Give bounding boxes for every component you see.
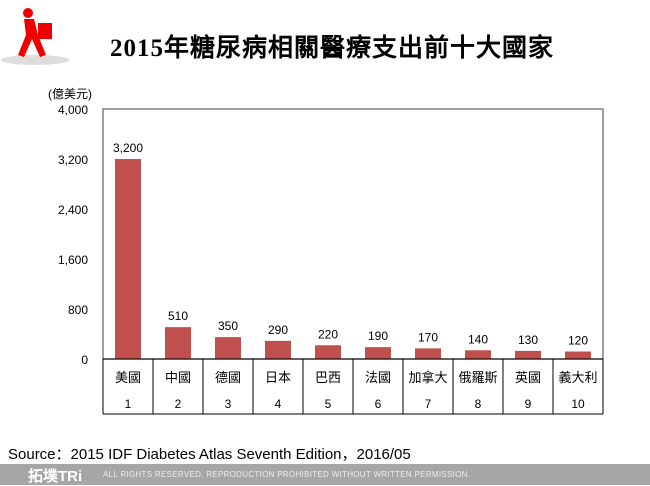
data-label: 130 xyxy=(518,333,538,347)
data-label: 290 xyxy=(268,323,288,337)
bar xyxy=(465,350,491,359)
category-label: 德國 xyxy=(215,370,241,385)
category-label: 法國 xyxy=(365,370,391,385)
bar xyxy=(515,350,541,359)
data-label: 510 xyxy=(168,309,188,323)
bar xyxy=(365,347,391,359)
rank-label: 8 xyxy=(475,397,482,411)
bar xyxy=(415,348,441,359)
category-label: 英國 xyxy=(515,370,541,385)
footer-rights: ALL RIGHTS RESERVED. REPRODUCTION PROHIB… xyxy=(103,470,471,479)
page-title: 2015年糖尿病相關醫療支出前十大國家 xyxy=(110,35,555,62)
footer-bar: 拓墣TRi ALL RIGHTS RESERVED. REPRODUCTION … xyxy=(0,464,650,485)
y-tick-label: 3,200 xyxy=(58,153,88,167)
rank-label: 6 xyxy=(375,397,382,411)
rank-label: 10 xyxy=(571,397,585,411)
category-label: 巴西 xyxy=(315,370,341,385)
category-label: 美國 xyxy=(115,370,141,385)
category-label: 俄羅斯 xyxy=(458,370,497,385)
data-label: 190 xyxy=(368,329,388,343)
rank-label: 3 xyxy=(225,397,232,411)
category-label: 加拿大 xyxy=(408,370,447,385)
bar xyxy=(215,337,241,359)
rank-label: 1 xyxy=(125,397,132,411)
rank-label: 5 xyxy=(325,397,332,411)
category-label: 日本 xyxy=(265,370,291,385)
category-label: 義大利 xyxy=(558,370,597,385)
rank-label: 9 xyxy=(525,397,532,411)
y-axis-unit-label: (億美元) xyxy=(48,87,92,101)
bar xyxy=(565,351,591,359)
rank-label: 4 xyxy=(275,397,282,411)
bar xyxy=(165,327,191,359)
source-note: Source：2015 IDF Diabetes Atlas Seventh E… xyxy=(8,446,411,463)
bar-chart: (億美元)08001,6002,4003,2004,0003,200美國1510… xyxy=(48,87,604,415)
bar xyxy=(265,340,291,359)
y-tick-label: 0 xyxy=(81,353,88,367)
data-label: 220 xyxy=(318,327,338,341)
data-label: 350 xyxy=(218,319,238,333)
category-label: 中國 xyxy=(165,370,191,385)
y-tick-label: 800 xyxy=(68,303,88,317)
data-label: 120 xyxy=(568,334,588,348)
bar xyxy=(315,345,341,359)
footer-brand: 拓墣TRi xyxy=(28,468,83,485)
y-tick-label: 1,600 xyxy=(58,253,88,267)
y-tick-label: 4,000 xyxy=(58,103,88,117)
logo-walking-man-icon xyxy=(1,8,69,65)
data-label: 3,200 xyxy=(113,141,143,155)
data-label: 140 xyxy=(468,332,488,346)
data-label: 170 xyxy=(418,330,438,344)
rank-label: 7 xyxy=(425,397,432,411)
rank-label: 2 xyxy=(175,397,182,411)
bar xyxy=(115,159,141,359)
y-tick-label: 2,400 xyxy=(58,203,88,217)
